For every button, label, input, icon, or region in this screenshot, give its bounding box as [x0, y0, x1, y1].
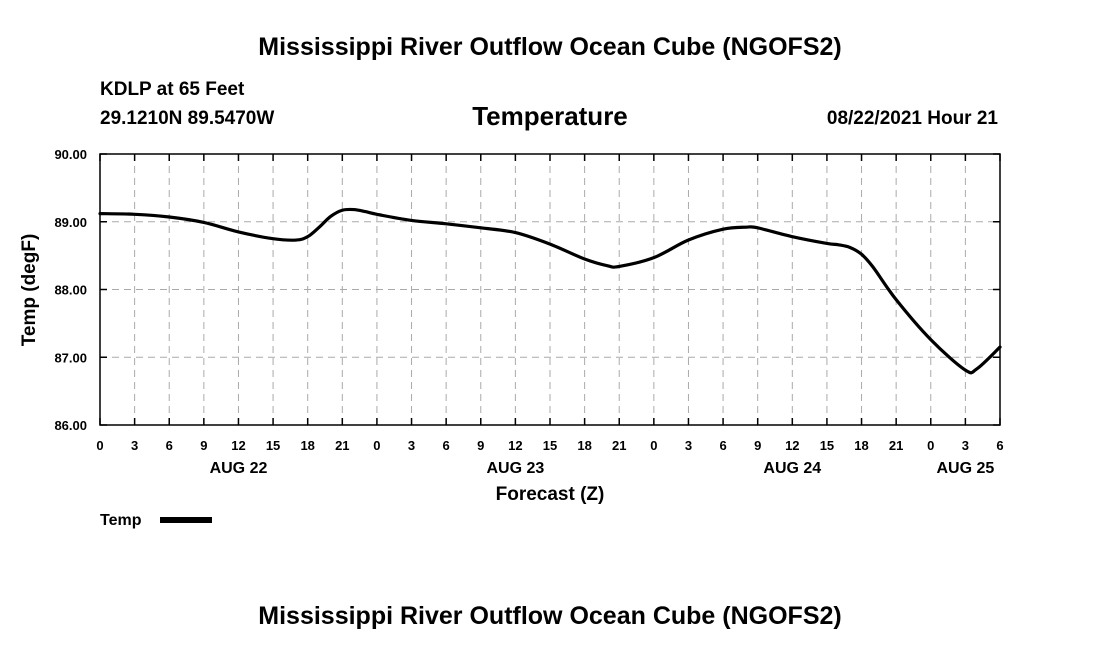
y-tick-label: 90.00 — [54, 147, 87, 162]
footer-title: Mississippi River Outflow Ocean Cube (NG… — [258, 602, 841, 630]
x-tick-label: 3 — [685, 438, 692, 453]
grid-lines — [100, 154, 1000, 425]
x-axis-dates: AUG 22 AUG 23 AUG 24 AUG 25 — [210, 460, 995, 477]
chart-title: Mississippi River Outflow Ocean Cube (NG… — [258, 33, 841, 61]
x-tick-label: 6 — [996, 438, 1003, 453]
x-tick-label: 0 — [373, 438, 380, 453]
date-label: AUG 22 — [210, 460, 268, 477]
station-label: KDLP at 65 Feet — [100, 79, 245, 100]
date-label: AUG 24 — [763, 460, 821, 477]
x-tick-label: 0 — [96, 438, 103, 453]
timestamp-label: 08/22/2021 Hour 21 — [827, 108, 999, 129]
x-tick-label: 21 — [335, 438, 349, 453]
x-tick-label: 21 — [889, 438, 903, 453]
x-tick-label: 0 — [927, 438, 934, 453]
y-tick-label: 88.00 — [54, 283, 87, 298]
x-tick-label: 9 — [754, 438, 761, 453]
variable-label: Temperature — [472, 101, 628, 131]
series-line-temp — [98, 207, 1002, 375]
x-tick-label: 3 — [408, 438, 415, 453]
x-tick-label: 21 — [612, 438, 626, 453]
x-tick-label: 3 — [962, 438, 969, 453]
x-axis-ticks: 0 3 6 9 12 15 18 21 0 3 6 9 12 15 18 21 0 3 6 9 12 15 18 21 0 3 6 — [96, 154, 1004, 453]
x-tick-label: 6 — [166, 438, 173, 453]
x-tick-label: 12 — [231, 438, 245, 453]
x-tick-label: 18 — [577, 438, 591, 453]
y-axis-label: Temp (degF) — [19, 234, 40, 347]
x-tick-label: 18 — [854, 438, 868, 453]
x-tick-label: 15 — [820, 438, 834, 453]
y-tick-label: 87.00 — [54, 350, 87, 365]
x-tick-label: 6 — [443, 438, 450, 453]
legend-label: Temp — [100, 512, 142, 529]
series-lines — [98, 207, 1002, 375]
x-tick-label: 9 — [477, 438, 484, 453]
x-tick-label: 0 — [650, 438, 657, 453]
x-tick-label: 12 — [508, 438, 522, 453]
x-tick-label: 15 — [266, 438, 280, 453]
y-tick-label: 89.00 — [54, 215, 87, 230]
x-tick-label: 3 — [131, 438, 138, 453]
date-label: AUG 23 — [486, 460, 544, 477]
y-axis-ticks: 86.00 87.00 88.00 89.00 90.00 — [54, 147, 1000, 433]
date-label: AUG 25 — [936, 460, 994, 477]
x-tick-label: 15 — [543, 438, 557, 453]
legend: Temp — [100, 512, 212, 529]
x-tick-label: 18 — [300, 438, 314, 453]
x-axis-label: Forecast (Z) — [496, 484, 605, 505]
x-tick-label: 6 — [719, 438, 726, 453]
y-tick-label: 86.00 — [54, 418, 87, 433]
x-tick-label: 12 — [785, 438, 799, 453]
x-tick-label: 9 — [200, 438, 207, 453]
location-label: 29.1210N 89.5470W — [100, 108, 274, 129]
